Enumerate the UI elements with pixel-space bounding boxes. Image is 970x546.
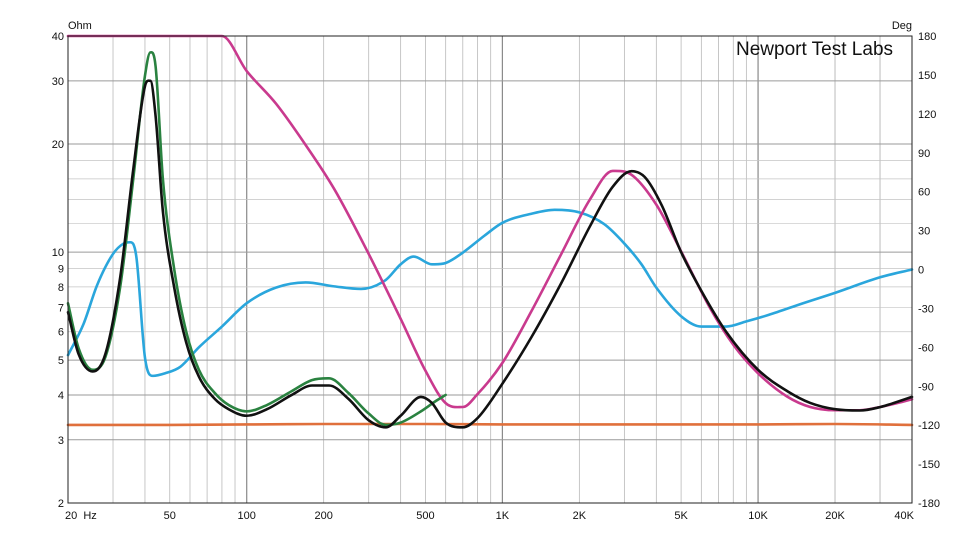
right-tick-label: 60 (918, 187, 930, 199)
right-axis-unit: Deg (892, 20, 912, 32)
right-tick-label: -90 (918, 381, 934, 393)
right-tick-label: 90 (918, 148, 930, 160)
tick-labels: 2 3 4 5 6 7 8 9 10 20 30 40 180 150 120 90 60 30 0 -30 -60 -9… (52, 31, 940, 522)
right-tick-label: -30 (918, 303, 934, 315)
right-tick-label: 0 (918, 265, 924, 277)
x-tick-label: 20K (825, 510, 845, 522)
plot-frame (67, 35, 913, 504)
x-tick-label: 200 (314, 510, 332, 522)
x-tick-label: 5K (674, 510, 688, 522)
series-line-1 (66, 51, 447, 427)
right-tick-label: 30 (918, 226, 930, 238)
series-line-2 (66, 34, 914, 412)
left-tick-label: 8 (58, 282, 64, 294)
left-tick-label: 6 (58, 327, 64, 339)
left-tick-label: 9 (58, 264, 64, 276)
right-tick-label: 150 (918, 70, 936, 82)
x-tick-label: 2K (573, 510, 587, 522)
plot-background (68, 36, 912, 503)
left-axis-unit: Ohm (68, 20, 92, 32)
right-tick-label: -60 (918, 342, 934, 354)
left-tick-label: 30 (52, 76, 64, 88)
left-tick-label: 7 (58, 303, 64, 315)
x-tick-label: 10K (748, 510, 768, 522)
left-tick-label: 2 (58, 498, 64, 510)
right-tick-label: -180 (918, 498, 940, 510)
left-tick-label: 5 (58, 355, 64, 367)
series-layer (66, 34, 914, 429)
right-tick-label: -150 (918, 459, 940, 471)
x-tick-label: 100 (238, 510, 256, 522)
left-tick-label: 40 (52, 31, 64, 43)
left-tick-label: 3 (58, 435, 64, 447)
series-line-0 (66, 79, 914, 429)
x-tick-label: 20 Hz (65, 510, 97, 522)
right-tick-label: -120 (918, 420, 940, 432)
x-tick-label: 1K (496, 510, 510, 522)
series-line-3 (66, 208, 914, 378)
x-tick-label: 40K (894, 510, 914, 522)
series-line-4 (66, 422, 914, 427)
left-tick-label: 4 (58, 390, 64, 402)
x-tick-label: 500 (416, 510, 434, 522)
watermark: Newport Test Labs (736, 39, 893, 60)
right-tick-label: 180 (918, 31, 936, 43)
left-tick-label: 20 (52, 139, 64, 151)
x-tick-label: 50 (164, 510, 176, 522)
right-tick-label: 120 (918, 109, 936, 121)
left-tick-label: 10 (52, 247, 64, 259)
